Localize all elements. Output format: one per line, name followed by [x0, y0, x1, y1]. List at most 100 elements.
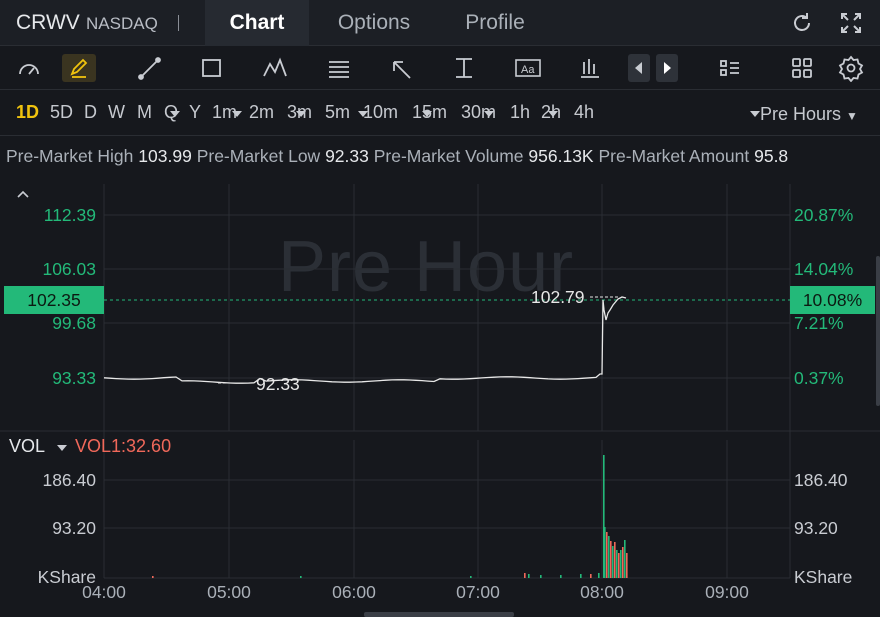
pre-market-volume-label: Pre-Market Volume	[373, 146, 524, 166]
volume-bar	[612, 546, 614, 578]
volume-bar	[560, 575, 562, 578]
current-price-tag: 102.35	[4, 286, 104, 314]
timeframe-5d[interactable]: 5D	[50, 102, 74, 122]
vol-unit: KShare	[794, 567, 852, 587]
caret-down-icon: ▼	[846, 109, 858, 123]
timeframe-1h[interactable]: 1h	[510, 102, 531, 122]
pattern-icon[interactable]	[262, 54, 290, 82]
fullscreen-icon[interactable]	[838, 10, 864, 36]
volume-bar	[604, 527, 606, 578]
timeframe-d[interactable]: D	[84, 102, 97, 122]
price-chart[interactable]: 92.33 102.79 112.39 106.03 99.68 93.33 2…	[0, 170, 880, 617]
volume-label[interactable]: VOL	[9, 436, 46, 456]
vol-unit: KShare	[38, 567, 96, 587]
chevron-down-icon[interactable]	[750, 111, 760, 117]
chevron-down-icon[interactable]	[296, 111, 306, 117]
volume-bar	[152, 576, 154, 578]
indicator-gauge-icon[interactable]	[16, 54, 42, 82]
bars-icon[interactable]	[578, 54, 602, 82]
list-layout-icon[interactable]	[718, 54, 742, 82]
timeframe-1d[interactable]: 1D	[16, 102, 40, 122]
timeframe-5m[interactable]: 5m	[325, 102, 351, 122]
timeframe-1m[interactable]: 1m	[212, 102, 238, 122]
timeframe-3m[interactable]: 3m	[287, 102, 313, 122]
tab-chart[interactable]: Chart	[205, 0, 309, 46]
pre-market-volume-value: 956.13K	[528, 146, 594, 166]
timeframe-bar: 1D 5D D W M Q Y 1m 2m 3m 5m 10m 15m 30m …	[0, 90, 880, 136]
vol-tick: 93.20	[794, 518, 838, 538]
timeframe-q[interactable]: Q	[164, 102, 179, 122]
watermark: Pre Hour	[278, 227, 575, 307]
draw-pencil-icon[interactable]	[62, 54, 96, 82]
timeframe-w[interactable]: W	[108, 102, 125, 122]
timeframe-2h[interactable]: 2h	[541, 102, 562, 122]
chevron-down-icon[interactable]	[170, 111, 180, 117]
collapse-icon[interactable]	[16, 186, 30, 204]
volume-bar	[470, 576, 472, 578]
timeframe-10m[interactable]: 10m	[363, 102, 399, 122]
svg-text:Aa: Aa	[521, 64, 535, 76]
tab-profile[interactable]: Profile	[465, 11, 525, 34]
fib-icon[interactable]	[326, 54, 352, 82]
text-icon[interactable]: Aa	[514, 54, 542, 82]
grid	[103, 184, 791, 579]
pre-market-amount-label: Pre-Market Amount	[598, 146, 750, 166]
arrow-icon[interactable]	[390, 54, 414, 82]
time-tick: 07:00	[456, 582, 500, 602]
volume-bar	[528, 574, 530, 578]
time-tick: 05:00	[207, 582, 251, 602]
pre-market-amount-value: 95.8	[754, 146, 789, 166]
timeframe-4h[interactable]: 4h	[574, 102, 595, 122]
chevron-down-icon[interactable]	[484, 111, 494, 117]
volume-bar	[598, 573, 600, 578]
volume-bar	[606, 532, 608, 578]
price-tick: 112.39	[44, 205, 96, 225]
timeframe-2m[interactable]: 2m	[249, 102, 275, 122]
step-forward-icon[interactable]	[656, 54, 678, 82]
refresh-icon[interactable]	[789, 10, 815, 36]
pct-tick: 14.04%	[794, 259, 853, 279]
range-icon[interactable]	[452, 54, 476, 82]
chevron-down-icon[interactable]	[548, 111, 558, 117]
tab-options[interactable]: Options	[337, 11, 411, 34]
pre-market-high-value: 103.99	[138, 146, 192, 166]
pre-market-info: Pre-Market High 103.99 Pre-Market Low 92…	[6, 146, 880, 167]
time-tick: 06:00	[332, 582, 376, 602]
timeframe-y[interactable]: Y	[189, 102, 202, 122]
time-tick: 09:00	[705, 582, 749, 602]
chevron-down-icon[interactable]	[57, 445, 67, 451]
volume-bar	[610, 541, 612, 578]
rectangle-icon[interactable]	[200, 54, 224, 82]
grid-layout-icon[interactable]	[790, 54, 814, 82]
top-bar: CRWV NASDAQ Chart Options Profile	[0, 0, 880, 46]
vol-tick: 186.40	[42, 470, 96, 490]
volume-bar	[620, 550, 622, 578]
volume-bar	[590, 574, 592, 578]
volume-bar	[540, 575, 542, 578]
volume-bar	[608, 536, 610, 578]
step-back-icon[interactable]	[628, 54, 650, 82]
volume-bar	[618, 553, 620, 578]
divider	[178, 15, 179, 31]
session-select[interactable]: Pre Hours ▼	[760, 104, 858, 125]
chevron-down-icon[interactable]	[422, 111, 432, 117]
volume-bar	[614, 542, 616, 578]
vertical-scrollbar[interactable]	[876, 256, 880, 406]
horizontal-scrollbar[interactable]	[364, 612, 514, 617]
pct-tick: 20.87%	[794, 205, 853, 225]
volume-bar	[622, 547, 624, 578]
timeframe-30m[interactable]: 30m	[461, 102, 497, 122]
time-tick: 04:00	[82, 582, 126, 602]
trendline-icon[interactable]	[138, 54, 162, 82]
drawing-toolbar: Aa	[0, 46, 880, 117]
chevron-down-icon[interactable]	[232, 111, 242, 117]
price-tick: 99.68	[52, 313, 96, 333]
volume-bar	[603, 455, 605, 578]
timeframe-15m[interactable]: 15m	[412, 102, 448, 122]
pre-market-low-label: Pre-Market Low	[196, 146, 321, 166]
settings-icon[interactable]	[838, 54, 864, 82]
pct-tick: 0.37%	[794, 368, 844, 388]
session-label: Pre Hours	[760, 104, 842, 124]
chevron-down-icon[interactable]	[358, 111, 368, 117]
timeframe-m[interactable]: M	[137, 102, 152, 122]
